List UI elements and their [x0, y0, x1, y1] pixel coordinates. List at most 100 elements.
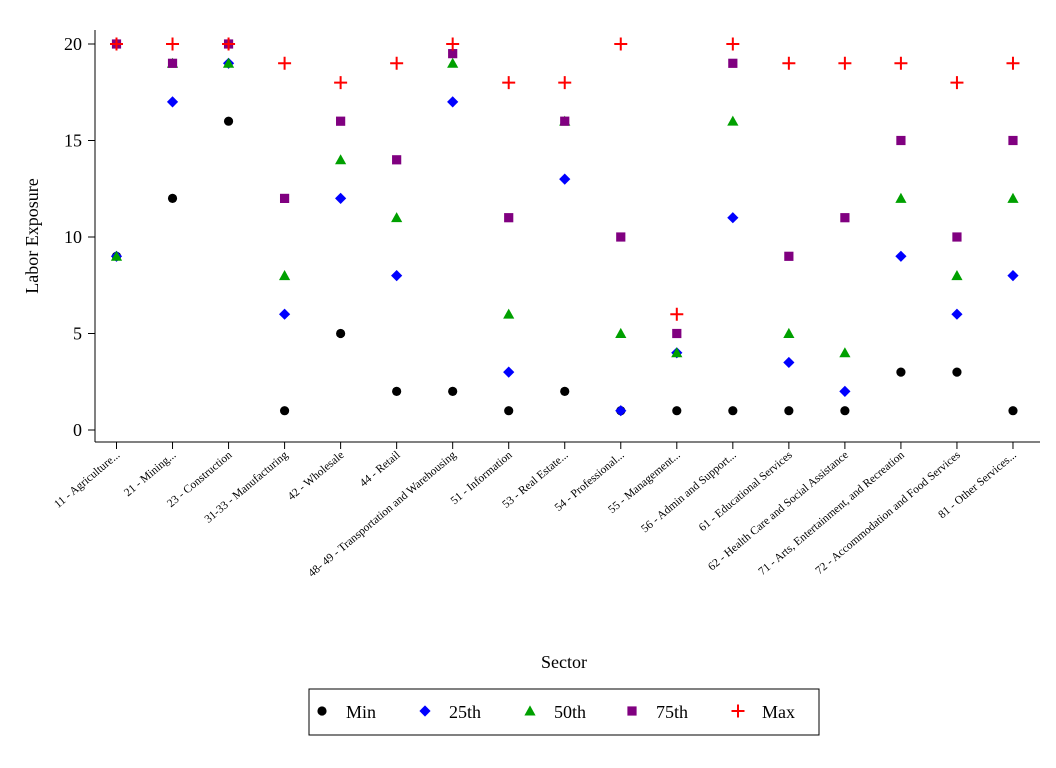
- series-50th: [110, 57, 1019, 358]
- data-point: [896, 135, 906, 146]
- legend-marker-75th: [627, 706, 637, 716]
- x-tick-label: 21 - Mining...: [122, 449, 179, 499]
- data-point: [616, 232, 626, 242]
- y-tick-label: 0: [73, 420, 82, 440]
- data-point: [782, 56, 796, 70]
- data-point: [392, 386, 402, 396]
- data-point: [1008, 406, 1018, 416]
- x-tick-label: 56 - Admin and Support...: [639, 449, 739, 535]
- data-point: [614, 37, 628, 51]
- data-points: [110, 37, 1020, 417]
- legend-marker-min: [317, 706, 327, 716]
- data-point: [559, 173, 571, 185]
- data-point: [448, 49, 458, 59]
- data-point: [502, 76, 516, 90]
- data-point: [672, 406, 682, 416]
- series-min: [111, 116, 1018, 416]
- data-point: [670, 307, 684, 321]
- data-point: [336, 116, 346, 126]
- legend-label: 50th: [554, 702, 586, 722]
- data-point: [838, 56, 852, 70]
- legend-marker-25th: [419, 705, 431, 717]
- y-tick-label: 15: [64, 131, 82, 151]
- legend: Min 25th 50th 75th Max: [308, 688, 820, 736]
- data-point: [1006, 56, 1020, 70]
- data-point: [391, 270, 403, 282]
- data-point: [728, 406, 738, 416]
- data-point: [279, 406, 290, 416]
- data-point: [895, 192, 907, 203]
- data-point: [166, 37, 180, 51]
- data-point: [951, 270, 963, 281]
- data-point: [447, 57, 459, 68]
- plot-area: 0 5 10 15 20 11 - Agriculture... 21 - Mining.…: [52, 30, 1040, 580]
- data-point: [783, 327, 795, 338]
- data-point: [839, 385, 851, 397]
- x-tick-label: 42 - Wholesale: [286, 449, 347, 503]
- legend-marker-50th: [524, 705, 536, 716]
- data-point: [335, 154, 347, 165]
- data-point: [278, 56, 292, 70]
- data-point: [560, 116, 570, 126]
- legend-label: 75th: [656, 702, 688, 722]
- data-point: [448, 386, 458, 396]
- data-point: [671, 347, 683, 358]
- data-point: [784, 406, 794, 416]
- data-point: [504, 406, 514, 416]
- data-point: [672, 328, 682, 339]
- data-point: [390, 56, 404, 70]
- y-tick-label: 20: [64, 34, 82, 54]
- data-point: [110, 37, 123, 51]
- data-point: [615, 327, 627, 338]
- data-point: [726, 37, 740, 51]
- x-axis-ticks: 11 - Agriculture... 21 - Mining...23 - Co…: [52, 442, 1019, 580]
- legend-label: 25th: [449, 702, 481, 722]
- series-25th: [110, 57, 1019, 417]
- data-point: [278, 308, 291, 320]
- data-point: [560, 386, 570, 396]
- data-point: [166, 96, 179, 108]
- data-point: [447, 96, 459, 108]
- data-point: [728, 58, 738, 68]
- data-point: [783, 356, 795, 369]
- data-point: [1007, 192, 1019, 203]
- data-point: [336, 328, 346, 339]
- data-point: [223, 116, 234, 126]
- data-point: [278, 270, 291, 281]
- series-max: [110, 37, 1020, 321]
- data-point: [167, 193, 178, 203]
- data-point: [840, 406, 850, 416]
- x-axis-title: Sector: [541, 652, 587, 672]
- data-point: [503, 308, 515, 319]
- data-point: [615, 405, 627, 417]
- y-axis-ticks: 0 5 10 15 20: [64, 34, 95, 440]
- data-point: [1008, 135, 1018, 146]
- data-point: [110, 250, 123, 261]
- data-point: [335, 192, 347, 204]
- data-point: [896, 367, 906, 377]
- y-tick-label: 10: [64, 227, 82, 247]
- data-point: [839, 347, 851, 358]
- data-point: [504, 213, 514, 223]
- y-tick-label: 5: [73, 324, 82, 344]
- data-point: [895, 250, 907, 262]
- x-tick-label: 11 - Agriculture...: [52, 449, 122, 511]
- data-point: [840, 213, 850, 223]
- x-tick-label: 44 - Retail: [358, 449, 403, 489]
- data-point: [222, 37, 236, 51]
- data-point: [222, 57, 235, 68]
- data-point: [952, 367, 962, 377]
- data-point: [727, 212, 739, 224]
- data-point: [558, 76, 572, 90]
- x-tick-label: 61 - Educational Services: [697, 449, 795, 534]
- data-point: [784, 251, 794, 261]
- legend-marker-max: [731, 704, 745, 718]
- data-point: [503, 366, 515, 378]
- data-point: [950, 76, 964, 90]
- data-point: [1007, 270, 1019, 282]
- legend-label: Min: [346, 702, 376, 722]
- data-point: [951, 308, 963, 320]
- data-point: [391, 212, 403, 223]
- data-point: [279, 193, 290, 203]
- legend-label: Max: [762, 702, 795, 722]
